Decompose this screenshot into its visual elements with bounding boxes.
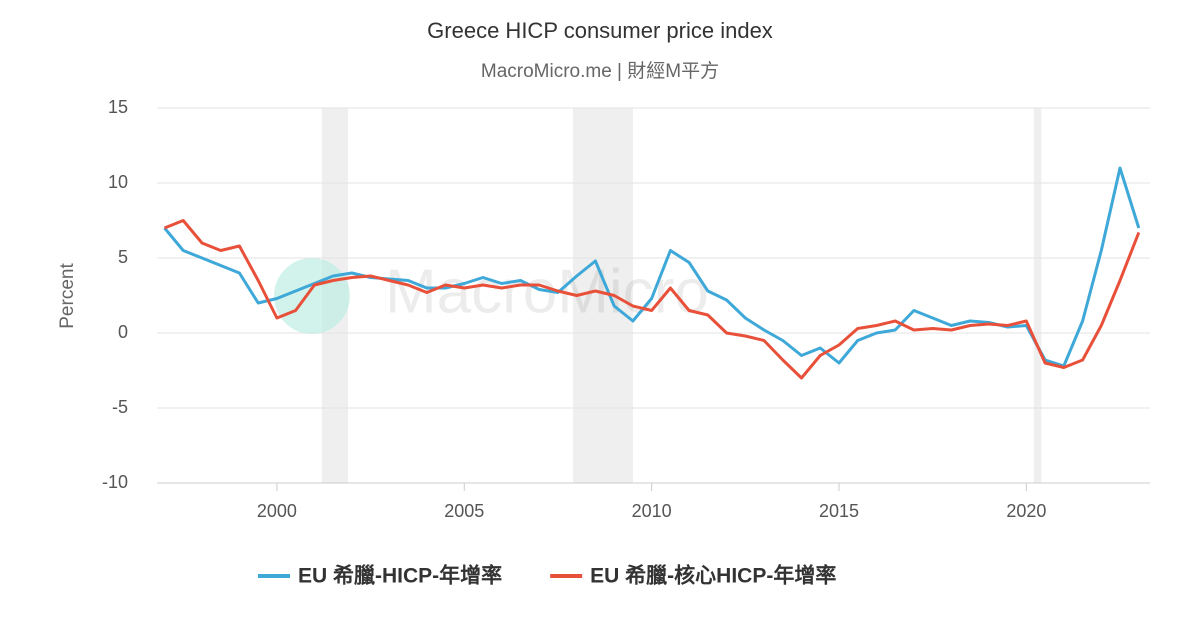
y-tick-label: -5 — [112, 397, 128, 417]
x-tick-label: 2000 — [257, 501, 297, 521]
y-tick-label: 0 — [118, 322, 128, 342]
y-tick-label: 15 — [108, 97, 128, 117]
recession-band — [1033, 108, 1042, 483]
chart-subtitle: MacroMicro.me | 財經M平方 — [481, 60, 719, 82]
legend-label: EU 希臘-HICP-年增率 — [298, 564, 502, 588]
series-line — [163, 166, 1141, 368]
y-tick-label: 5 — [118, 247, 128, 267]
legend: EU 希臘-HICP-年增率 EU 希臘-核心HICP-年增率 — [258, 564, 836, 588]
chart-title: Greece HICP consumer price index — [427, 18, 773, 43]
x-tick-label: 2010 — [632, 501, 672, 521]
y-axis-label: Percent — [57, 263, 78, 329]
y-tick-label: -10 — [102, 472, 128, 492]
x-tick-label: 2020 — [1006, 501, 1046, 521]
y-tick-label: 10 — [108, 172, 128, 192]
x-tick-label: 2015 — [819, 501, 859, 521]
x-tick-label: 2005 — [444, 501, 484, 521]
series-line — [163, 219, 1141, 380]
legend-label: EU 希臘-核心HICP-年增率 — [590, 564, 836, 588]
